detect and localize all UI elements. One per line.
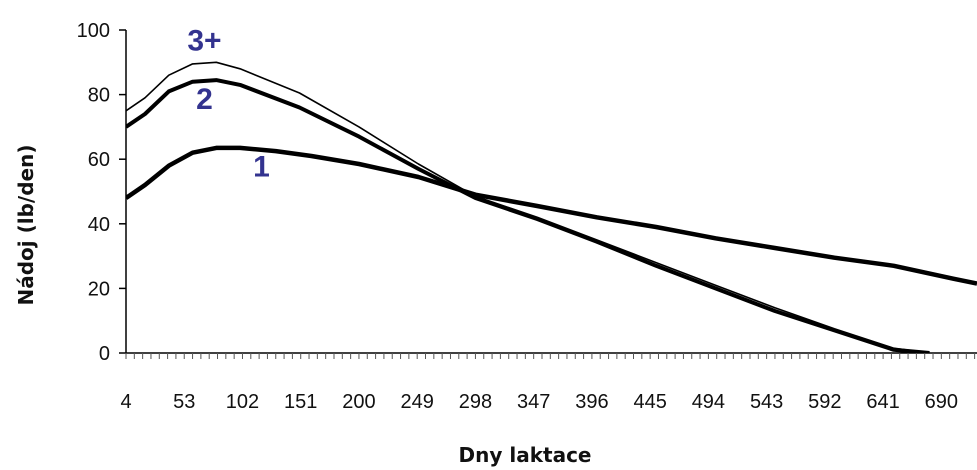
series-line-3plus	[126, 61, 930, 353]
y-tick-label: 80	[88, 85, 110, 107]
y-tick-label: 100	[77, 20, 110, 42]
x-tick-label: 151	[284, 391, 317, 413]
x-tick-label: 347	[517, 391, 550, 413]
x-tick-label: 641	[866, 391, 899, 413]
x-tick-label: 396	[575, 391, 608, 413]
x-ticks: 4 53 102 151 200 249 298 347 396 445 494 543 592 641 6…	[120, 391, 958, 413]
x-tick-label: 53	[173, 391, 195, 413]
y-tick-label: 20	[88, 278, 110, 300]
series-label: 2	[196, 83, 213, 116]
series-line-1	[126, 145, 977, 286]
y-axis-title: Nádoj (lb/den)	[14, 145, 38, 306]
x-tick-label: 200	[342, 391, 375, 413]
x-tick-label: 494	[692, 391, 725, 413]
series-lines	[126, 61, 977, 353]
series-line-2	[126, 78, 930, 353]
x-tick-label: 445	[633, 391, 666, 413]
series-label: 3+	[187, 25, 221, 58]
x-tick-label: 102	[226, 391, 259, 413]
x-tick-label: 592	[808, 391, 841, 413]
y-tick-label: 60	[88, 149, 110, 171]
axes: 0 20 40 60 80 100 4 53 102 151 200 249 298 347 396 445…	[77, 20, 977, 413]
y-ticks: 0 20 40 60 80 100	[77, 20, 126, 365]
x-tick-label: 249	[401, 391, 434, 413]
x-tick-label: 690	[925, 391, 958, 413]
series-label: 1	[253, 151, 270, 184]
y-tick-label: 40	[88, 214, 110, 236]
x-tick-label: 4	[120, 391, 131, 413]
y-tick-label: 0	[99, 343, 110, 365]
x-axis-title: Dny laktace	[459, 443, 592, 467]
x-tick-label: 298	[459, 391, 492, 413]
x-tick-label: 543	[750, 391, 783, 413]
series-labels: 3+ 2 1	[187, 25, 270, 184]
x-minor-ticks	[125, 353, 976, 359]
